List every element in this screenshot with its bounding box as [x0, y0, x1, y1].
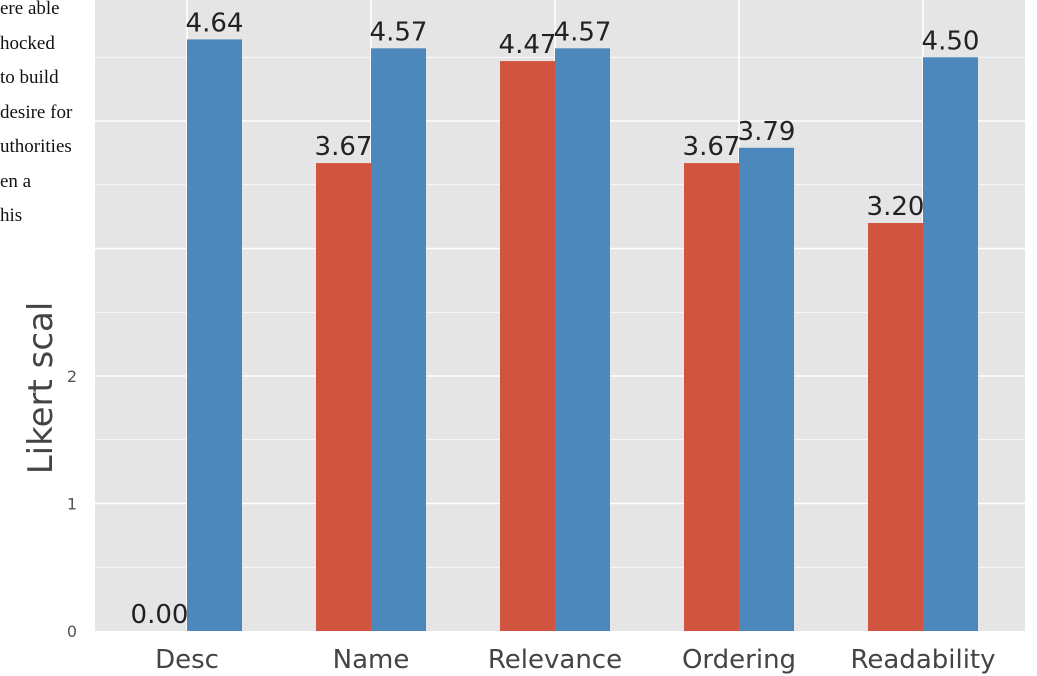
x-tick-label: Ordering: [682, 645, 796, 675]
bar-value-label: 3.67: [683, 132, 741, 162]
x-tick-labels: Desc Name Relevance Ordering Readability: [155, 645, 995, 675]
bar-relevance-series-1: [500, 61, 555, 631]
bar-ordering-series-1: [684, 163, 739, 631]
y-tick-label: 1: [67, 495, 77, 514]
bar-value-label: 4.47: [499, 30, 557, 60]
overlay-line: to build: [0, 67, 59, 88]
overlay-line: ere able: [0, 0, 60, 19]
bar-readability-series-2: [923, 57, 978, 631]
bar-relevance-series-2: [555, 48, 610, 631]
bar-readability-series-1: [868, 223, 923, 631]
overlay-line: hocked: [0, 32, 55, 54]
bar-ordering-series-2: [739, 147, 794, 631]
bar-name-series-1: [316, 163, 371, 631]
bar-value-label: 4.64: [186, 8, 244, 38]
bar-value-label: 4.57: [554, 17, 612, 47]
bar-value-label: 3.67: [315, 132, 373, 162]
bar-value-label: 3.20: [867, 192, 925, 222]
overlay-line: en a: [0, 170, 32, 192]
x-tick-label: Readability: [850, 645, 995, 675]
y-tick-label: 0: [67, 622, 77, 641]
overlay-line: uthorities: [0, 136, 72, 157]
y-tick-labels: 0 1 2: [67, 367, 77, 641]
y-axis-label: Likert scal: [21, 302, 61, 475]
bar-desc-series-2: [187, 39, 242, 631]
bar-value-label: 0.00: [131, 600, 189, 630]
overlay-line: his: [0, 205, 23, 226]
overlapping-document-text: ere able hocked to build desire for utho…: [0, 0, 95, 234]
bar-value-labels: 0.004.643.674.57 4.474.573.673.793.204.50: [131, 8, 980, 630]
bar-name-series-2: [371, 48, 426, 631]
bar-value-label: 4.50: [922, 26, 980, 56]
y-tick-label: 2: [67, 367, 77, 386]
bar-value-label: 4.57: [370, 17, 428, 47]
x-tick-label: Relevance: [488, 645, 622, 675]
bar-value-label: 3.79: [738, 117, 796, 147]
x-tick-label: Name: [333, 645, 410, 675]
overlay-line: desire for: [0, 101, 73, 123]
x-tick-label: Desc: [155, 645, 219, 675]
bars: [187, 39, 978, 631]
